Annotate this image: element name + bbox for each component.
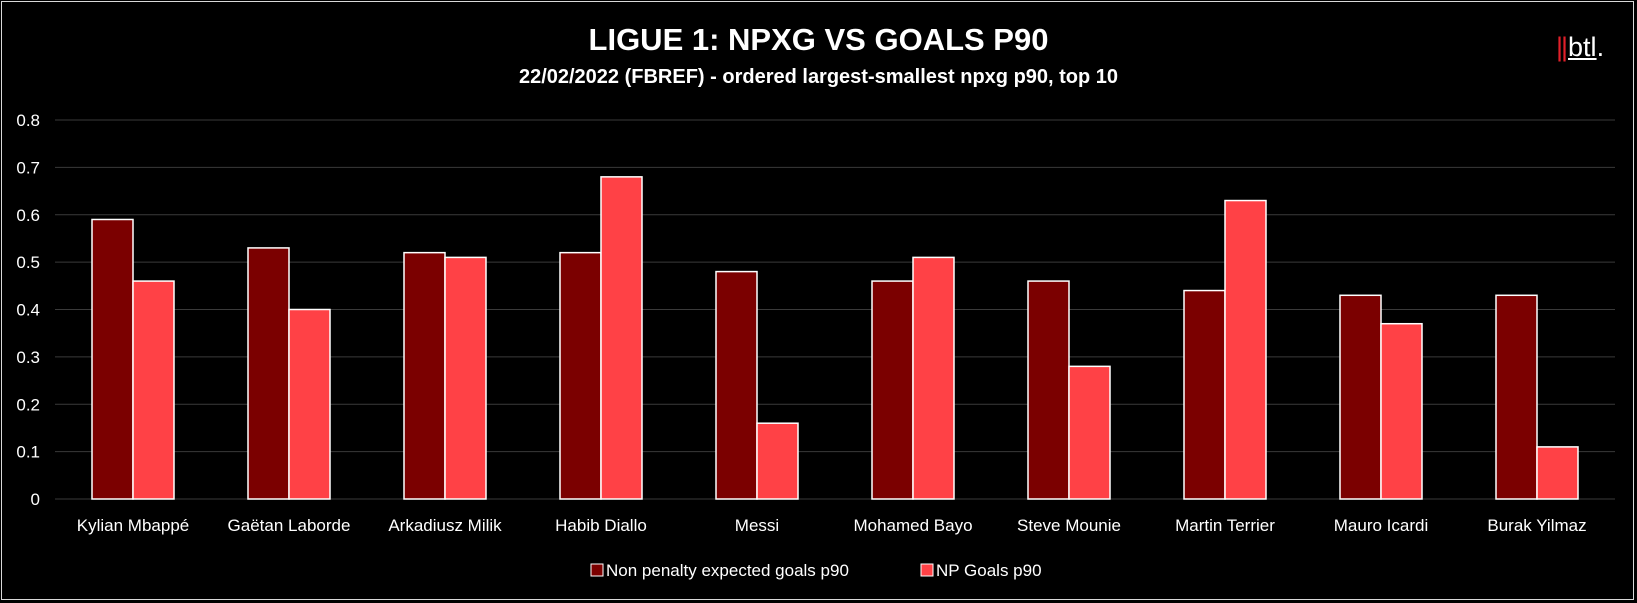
x-tick-label: Habib Diallo (555, 516, 647, 535)
bar-np-goals (912, 256, 955, 500)
bars (91, 176, 1579, 500)
y-tick-label: 0.6 (16, 206, 40, 225)
bar-np-goals (1224, 199, 1267, 500)
bar-npxg (871, 280, 914, 500)
bar-npxg (247, 247, 290, 500)
bar-npxg (1495, 294, 1538, 500)
bar-np-goals (132, 280, 175, 500)
y-tick-label: 0.7 (16, 158, 40, 177)
y-tick-label: 0.4 (16, 301, 40, 320)
bar-npxg (715, 270, 758, 500)
bar-npxg (403, 251, 446, 500)
bar-np-goals (1536, 446, 1579, 500)
x-tick-label: Steve Mounie (1017, 516, 1121, 535)
btl-logo: ||btl. (1556, 32, 1604, 63)
y-tick-label: 0.2 (16, 395, 40, 414)
chart-subtitle: 22/02/2022 (FBREF) - ordered largest-sma… (518, 66, 1119, 88)
y-tick-label: 0 (31, 490, 40, 509)
bar-np-goals (1380, 322, 1423, 500)
logo-dot: . (1596, 32, 1605, 62)
x-tick-label: Mauro Icardi (1334, 516, 1428, 535)
bar-np-goals (756, 422, 799, 500)
bar-npxg (91, 218, 134, 500)
bar-npxg (559, 251, 602, 500)
logo-bars: || (1556, 32, 1568, 62)
chart-title: LIGUE 1: NPXG VS GOALS P90 (588, 22, 1049, 57)
y-tick-label: 0.8 (16, 111, 40, 130)
bar-np-goals (1068, 365, 1111, 500)
bar-np-goals (444, 256, 487, 500)
y-axis-ticks: 0 0.1 0.2 0.3 0.4 0.5 0.6 0.7 0.8 (16, 111, 40, 509)
x-tick-label: Arkadiusz Milik (388, 516, 502, 535)
legend-item-np-goals-label: NP Goals p90 (936, 561, 1042, 580)
bar-np-goals (288, 308, 331, 500)
legend-item-npxg-swatch (590, 563, 604, 577)
legend-item-npxg-label: Non penalty expected goals p90 (606, 561, 849, 580)
x-tick-label: Gaëtan Laborde (228, 516, 351, 535)
logo-text: btl (1568, 32, 1597, 62)
y-tick-label: 0.3 (16, 348, 40, 367)
y-tick-label: 0.5 (16, 253, 40, 272)
x-tick-label: Burak Yilmaz (1487, 516, 1586, 535)
x-tick-label: Mohamed Bayo (853, 516, 972, 535)
y-tick-label: 0.1 (16, 443, 40, 462)
bar-np-goals (600, 176, 643, 500)
bar-npxg (1183, 289, 1226, 500)
bar-npxg (1027, 280, 1070, 500)
legend-item-np-goals-swatch (920, 563, 934, 577)
x-tick-label: Messi (735, 516, 779, 535)
x-tick-label: Kylian Mbappé (77, 516, 189, 535)
legend: Non penalty expected goals p90 NP Goals p… (590, 561, 1042, 580)
x-tick-label: Martin Terrier (1175, 516, 1275, 535)
bar-npxg (1339, 294, 1382, 500)
x-axis-ticks: Kylian Mbappé Gaëtan Laborde Arkadiusz Mil… (77, 516, 1587, 535)
